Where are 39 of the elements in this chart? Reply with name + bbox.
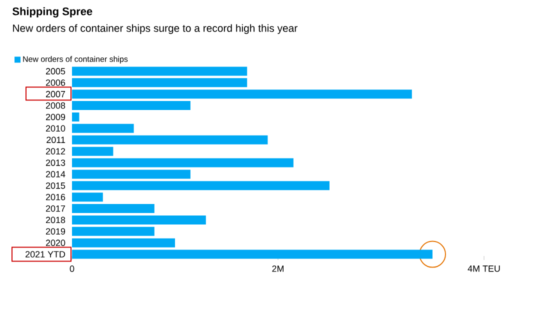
bar	[72, 181, 330, 190]
y-tick-label: 2017	[46, 205, 66, 212]
y-tick-label: 2019	[46, 228, 66, 235]
bar	[72, 112, 80, 122]
bar	[72, 238, 176, 248]
bar	[72, 158, 294, 168]
x-tick-label: 4M TEU	[468, 266, 500, 272]
y-tick-label: 2010	[46, 125, 66, 132]
y-tick-label: 2018	[46, 216, 66, 224]
y-tick-label: 2008	[46, 102, 66, 109]
bar	[72, 146, 114, 156]
y-tick-label: 2006	[46, 79, 66, 86]
y-tick-label: 2014	[46, 171, 66, 178]
bar	[72, 170, 190, 179]
y-tick-label: 2011	[46, 136, 66, 144]
bar	[72, 215, 206, 224]
bar	[72, 135, 268, 144]
bar	[72, 250, 433, 259]
bar	[72, 204, 154, 214]
bar	[72, 78, 248, 88]
chart-title: Shipping Spree	[12, 7, 92, 18]
y-tick-label: 2013	[46, 160, 66, 166]
y-tick-label: 2012	[46, 148, 66, 154]
bar	[72, 226, 154, 236]
x-tick-label: 0	[70, 266, 74, 272]
y-tick-label: 2009	[46, 114, 66, 120]
y-tick-label: 2021 YTD	[26, 251, 66, 258]
bar	[72, 101, 190, 110]
y-tick-label: 2015	[46, 182, 66, 189]
x-tick-label: 2M	[272, 266, 284, 272]
y-tick-label: 2005	[46, 68, 66, 74]
bar	[72, 124, 134, 133]
y-tick-label: 2016	[46, 194, 66, 200]
chart-subtitle: New orders of container ships surge to a record high this year	[13, 24, 298, 34]
y-tick-label: 2020	[46, 240, 66, 246]
bar	[72, 192, 103, 202]
bar	[72, 90, 412, 99]
y-tick-label: 2007	[46, 90, 66, 98]
bar	[72, 66, 248, 76]
